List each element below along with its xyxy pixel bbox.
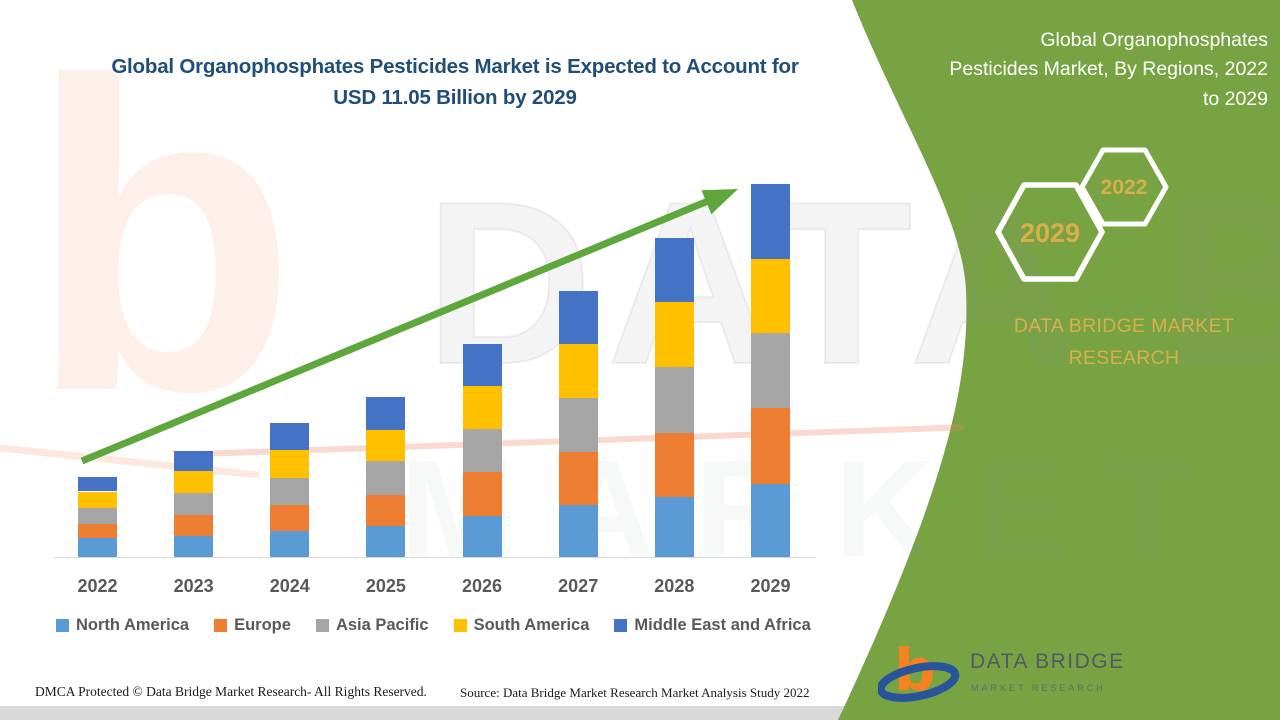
bar-segment-2027-europe: [558, 451, 598, 505]
legend-label: South America: [473, 616, 590, 634]
bar-segment-2029-north-america: [750, 484, 790, 557]
bar-segment-2025-europe: [366, 494, 406, 526]
bar-segment-2024-middle-east-and-africa: [270, 422, 310, 450]
bar-segment-2022-europe: [78, 523, 117, 539]
bar-segment-2023-north-america: [174, 536, 214, 557]
bar-segment-2028-asia-pacific: [654, 366, 694, 434]
x-axis-label-2023: 2023: [173, 576, 214, 596]
bar-segment-2025-north-america: [366, 525, 406, 557]
logo-swoosh: [878, 662, 960, 702]
legend-label: North America: [76, 616, 190, 634]
bar-segment-2023-europe: [174, 515, 214, 537]
bar-segment-2024-north-america: [270, 531, 310, 557]
legend-label: Europe: [234, 616, 291, 634]
bar-segment-2026-north-america: [462, 515, 502, 557]
bar-segment-2026-europe: [462, 471, 502, 516]
bar-segment-2022-south-america: [78, 491, 117, 509]
bar-segment-2025-south-america: [366, 430, 406, 462]
bar-segment-2028-south-america: [654, 302, 694, 367]
bar-segment-2025-middle-east-and-africa: [366, 396, 406, 431]
hexagon-2029-label: 2029: [1019, 218, 1081, 248]
bar-segment-2026-middle-east-and-africa: [462, 343, 502, 386]
x-axis-label-2025: 2025: [365, 576, 406, 596]
green-panel-path: [838, 0, 1280, 720]
bar-segment-2024-south-america: [270, 449, 310, 478]
bar-segment-2029-europe: [750, 408, 790, 485]
logo-name: DATA BRIDGE: [970, 650, 1123, 673]
bar-segment-2023-south-america: [174, 470, 214, 493]
bar-segment-2027-south-america: [558, 344, 598, 398]
legend-label: Asia Pacific: [335, 616, 429, 634]
bar-segment-2024-asia-pacific: [270, 478, 310, 505]
dmca-notice: DMCA Protected © Data Bridge Market Rese…: [35, 684, 427, 699]
bar-segment-2022-middle-east-and-africa: [78, 477, 117, 492]
x-axis-label-2028: 2028: [654, 576, 695, 596]
logo-subtitle: MARKET RESEARCH: [971, 683, 1106, 693]
x-axis-label-2026: 2026: [462, 576, 503, 596]
bar-segment-2028-north-america: [654, 496, 694, 557]
databridge-logo: b DATA BRIDGE MARKET RESEARCH: [878, 636, 1123, 704]
hexagon-2022-label: 2022: [1100, 176, 1148, 199]
legend-label: Middle East and Africa: [634, 616, 811, 634]
legend-swatch-europe: [214, 619, 228, 632]
legend-item-europe: Europe: [214, 616, 291, 635]
x-axis-label-2022: 2022: [77, 576, 118, 596]
legend-item-south-america: South America: [453, 616, 590, 635]
bar-segment-2025-asia-pacific: [366, 461, 406, 495]
x-axis-label-2029: 2029: [750, 576, 791, 596]
bar-segment-2022-asia-pacific: [78, 508, 117, 524]
legend-item-middle-east-and-africa: Middle East and Africa: [614, 616, 811, 635]
legend-swatch-asia-pacific: [315, 619, 329, 632]
legend-swatch-south-america: [453, 619, 467, 632]
legend-item-north-america: North America: [56, 616, 189, 635]
bar-segment-2027-asia-pacific: [558, 397, 598, 452]
bar-segment-2029-south-america: [750, 258, 790, 334]
bar-segment-2029-asia-pacific: [750, 333, 790, 409]
brand-gold-text: DATA BRIDGE MARKET RESEARCH: [1013, 315, 1235, 370]
x-axis-label-2027: 2027: [558, 576, 599, 596]
bar-segment-2026-south-america: [462, 385, 502, 430]
bar-segment-2028-europe: [654, 433, 694, 497]
source-note: Source: Data Bridge Market Research Mark…: [460, 685, 810, 700]
bar-segment-2028-middle-east-and-africa: [654, 237, 694, 303]
footer-strip: [0, 706, 1005, 720]
x-axis-label-2024: 2024: [269, 576, 310, 596]
legend-item-asia-pacific: Asia Pacific: [315, 616, 429, 635]
bar-segment-2026-asia-pacific: [462, 429, 502, 472]
chart-legend: North America Europe Asia Pacific South Ame…: [56, 616, 811, 635]
bar-segment-2024-europe: [270, 504, 310, 531]
legend-swatch-middle-east-and-africa: [614, 619, 628, 632]
bar-segment-2022-north-america: [78, 538, 117, 557]
legend-swatch-north-america: [56, 619, 69, 632]
bar-segment-2023-middle-east-and-africa: [174, 450, 214, 471]
bar-segment-2027-middle-east-and-africa: [558, 290, 598, 345]
panel-heading: Global Organophosphates Pesticides Marke…: [949, 29, 1268, 110]
x-axis-line: [54, 557, 816, 558]
bar-segment-2027-north-america: [558, 505, 598, 557]
chart-title: Global Organophosphates Pesticides Marke…: [111, 55, 799, 109]
bar-segment-2029-middle-east-and-africa: [750, 183, 790, 259]
bar-segment-2023-asia-pacific: [174, 492, 214, 516]
